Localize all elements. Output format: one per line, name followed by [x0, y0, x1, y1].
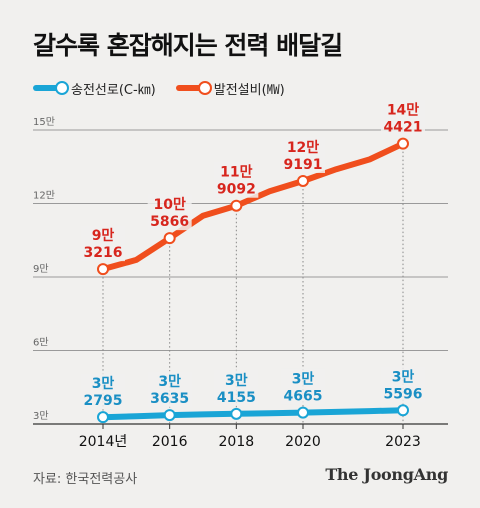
data-point: [397, 404, 409, 417]
data-label-text: 2795: [84, 393, 123, 409]
data-label-background: [214, 161, 259, 198]
data-label-background: [381, 366, 425, 403]
y-tick-label: 12만: [33, 190, 55, 202]
legend-swatch-line-icon: [175, 81, 212, 95]
data-label-text: 3635: [150, 391, 189, 407]
x-tick-label: 2016: [152, 434, 188, 450]
data-point: [230, 407, 243, 420]
data-label-text: 5596: [384, 386, 423, 402]
data-label-text: 3만: [392, 369, 415, 385]
data-label-text: 10만: [153, 197, 185, 213]
data-label-text: 12만: [287, 140, 319, 156]
data-label-text: 3만: [225, 373, 248, 389]
series-line: [100, 140, 406, 273]
data-label-text: 3만: [158, 374, 181, 390]
data-point: [297, 406, 309, 419]
x-tick-label: 2018: [219, 434, 255, 450]
legend-item-generation-capacity: 발전설비(㎿): [175, 79, 285, 98]
data-label-background: [147, 194, 192, 231]
legend-label: 발전설비(㎿): [213, 82, 285, 98]
data-label-text: 4665: [284, 389, 323, 405]
series-line: [100, 407, 406, 421]
data-label-background: [81, 373, 125, 410]
data-label-text: 3만: [292, 372, 315, 388]
data-label-text: 9092: [217, 182, 256, 198]
data-label-text: 3216: [84, 245, 123, 261]
data-label-text: 14만: [387, 103, 419, 119]
data-label-background: [281, 368, 325, 405]
data-label-text: 3만: [92, 376, 115, 392]
data-label-text: 9191: [284, 157, 323, 173]
data-point: [163, 409, 176, 422]
y-tick-label: 3만: [33, 410, 49, 422]
x-tick-label: 2020: [285, 434, 321, 450]
data-label-background: [381, 99, 425, 136]
data-label-background: [147, 371, 192, 408]
data-label-text: 4155: [217, 390, 256, 406]
data-point: [397, 137, 409, 150]
legend-swatch-line-icon: [33, 81, 69, 95]
data-label-text: 5866: [150, 214, 189, 230]
publisher-logo: The JoongAng: [325, 465, 448, 484]
data-label-background: [214, 369, 259, 406]
data-label-background: [81, 225, 125, 262]
source-note: 자료: 한국전력공사: [33, 472, 138, 487]
legend-label: 송전선로(C-㎞): [71, 82, 156, 98]
data-point: [230, 199, 243, 212]
legend-item-transmission-lines: 송전선로(C-㎞): [33, 79, 156, 98]
y-tick-label: 6만: [33, 337, 49, 349]
x-tick-label: 2014년: [79, 434, 128, 450]
data-point: [163, 232, 176, 245]
data-label-text: 11만: [220, 165, 252, 181]
y-tick-label: 9만: [33, 263, 49, 275]
y-tick-label: 15만: [33, 116, 55, 128]
data-point: [97, 411, 109, 424]
x-tick-label: 2023: [385, 434, 421, 450]
legend: 송전선로(C-㎞) 발전설비(㎿): [33, 79, 305, 98]
data-point: [97, 263, 109, 276]
chart-title: 갈수록 혼잡해지는 전력 배달길: [33, 31, 343, 60]
data-label-background: [281, 136, 325, 173]
data-point: [297, 174, 309, 187]
data-label-text: 4421: [384, 120, 423, 136]
data-label-text: 9만: [92, 228, 115, 244]
